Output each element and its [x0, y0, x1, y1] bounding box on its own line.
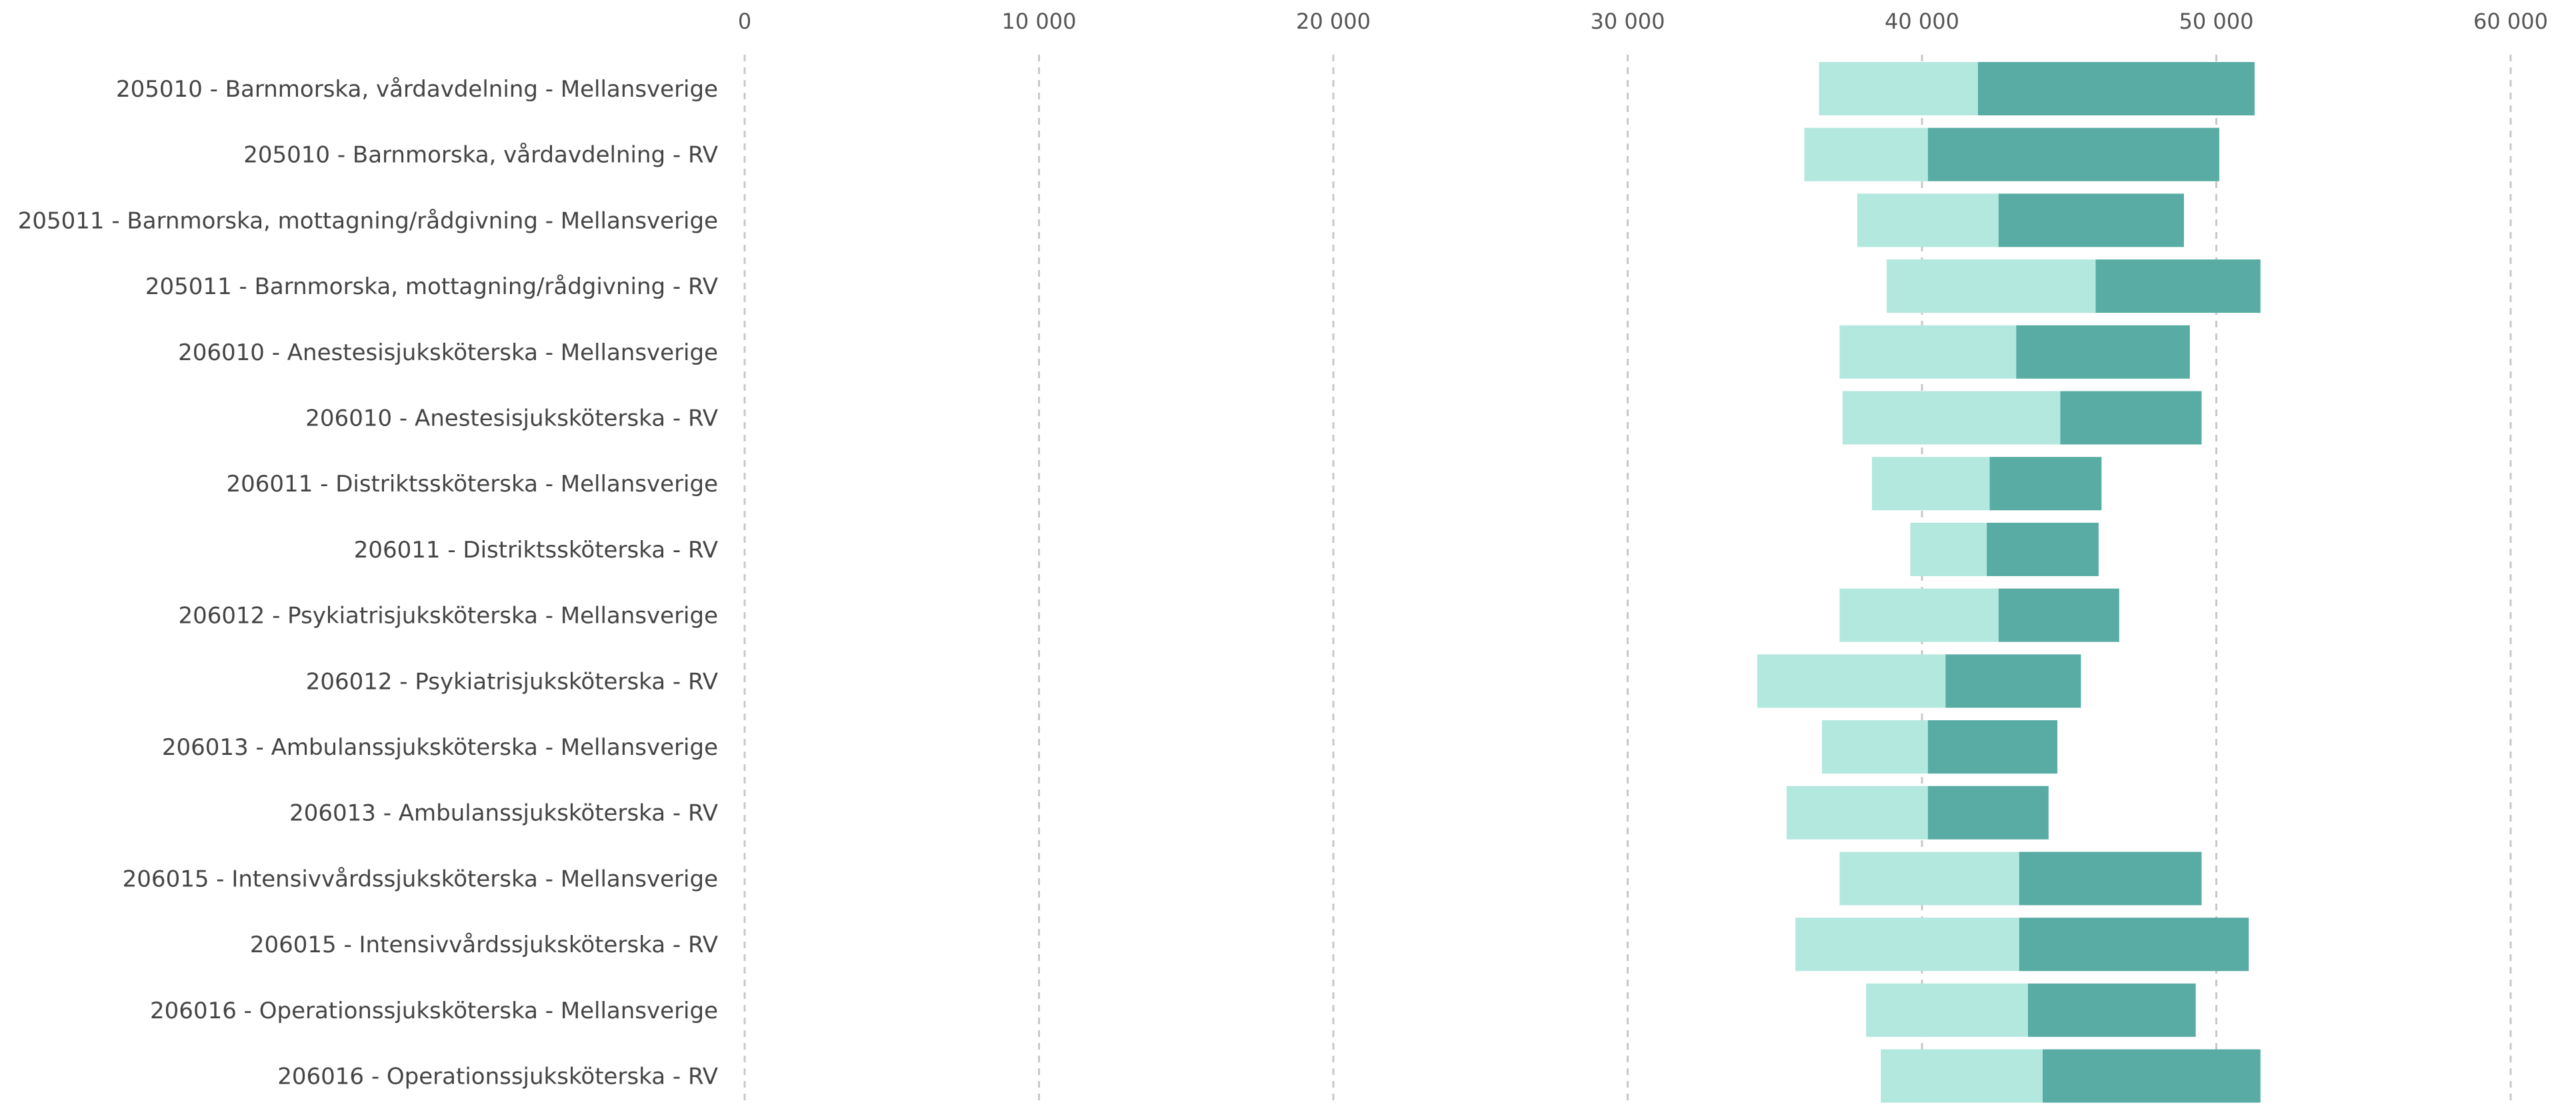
gridlines: [743, 55, 2512, 1100]
bar-upper-segment[interactable]: [1987, 522, 2099, 576]
bar-upper-segment[interactable]: [2095, 259, 2261, 313]
bar-upper-segment[interactable]: [1927, 720, 2058, 774]
bar-upper-segment[interactable]: [2019, 918, 2249, 972]
bar-lower-segment[interactable]: [1881, 1049, 2043, 1103]
bar-lower-segment[interactable]: [1795, 918, 2019, 972]
bar-lower-segment[interactable]: [1757, 654, 1946, 708]
bar-lower-segment[interactable]: [1804, 127, 1928, 181]
bar-upper-segment[interactable]: [1977, 62, 2255, 115]
category-label: 206012 - Psykiatrisjuksköterska - RV: [306, 668, 718, 695]
x-tick-label: 30 000: [1591, 9, 1665, 34]
bar-upper-segment[interactable]: [1989, 457, 2102, 511]
bar-upper-segment[interactable]: [2016, 325, 2190, 379]
x-axis-ticks: 0 10 000 20 000 30 000 40 000 50 000 60 000: [738, 9, 2548, 34]
bar-upper-segment[interactable]: [1998, 193, 2184, 247]
bar-lower-segment[interactable]: [1910, 522, 1987, 576]
x-tick-label: 20 000: [1296, 9, 1371, 34]
bar-lower-segment[interactable]: [1866, 983, 2028, 1037]
x-tick-label: 40 000: [1885, 9, 1959, 34]
x-tick-label: 60 000: [2473, 9, 2548, 34]
category-label: 206012 - Psykiatrisjuksköterska - Mellan…: [179, 603, 719, 630]
bar-lower-segment[interactable]: [1857, 193, 1999, 247]
bar-lower-segment[interactable]: [1871, 457, 1990, 511]
category-label: 206013 - Ambulanssjuksköterska - RV: [289, 800, 718, 827]
category-label: 206011 - Distriktssköterska - Mellansver…: [227, 471, 718, 497]
x-tick-label: 10 000: [1002, 9, 1077, 34]
bar-lower-segment[interactable]: [1842, 391, 2061, 445]
bar-lower-segment[interactable]: [1839, 588, 1999, 642]
bar-upper-segment[interactable]: [2060, 391, 2202, 445]
category-label: 206010 - Anestesisjuksköterska - RV: [305, 405, 718, 432]
x-tick-label: 50 000: [2179, 9, 2254, 34]
category-label: 205010 - Barnmorska, vårdavdelning - RV: [243, 142, 718, 169]
category-label: 206011 - Distriktssköterska - RV: [354, 537, 718, 564]
bar-upper-segment[interactable]: [2027, 983, 2196, 1037]
bars: [1757, 62, 2261, 1103]
bar-upper-segment[interactable]: [1927, 127, 2219, 181]
bar-lower-segment[interactable]: [1839, 852, 2019, 906]
bar-upper-segment[interactable]: [1998, 588, 2119, 642]
category-label: 206016 - Operationssjuksköterska - RV: [277, 1064, 718, 1090]
bar-lower-segment[interactable]: [1839, 325, 2017, 379]
bar-lower-segment[interactable]: [1819, 62, 1978, 115]
bar-lower-segment[interactable]: [1786, 786, 1928, 840]
category-label: 206015 - Intensivvårdssjuksköterska - RV: [250, 932, 718, 958]
category-label: 206015 - Intensivvårdssjuksköterska - Me…: [123, 866, 718, 892]
category-label: 205011 - Barnmorska, mottagning/rådgivni…: [18, 207, 718, 234]
category-label: 205011 - Barnmorska, mottagning/rådgivni…: [145, 273, 718, 300]
bar-upper-segment[interactable]: [1927, 786, 2049, 840]
bar-upper-segment[interactable]: [2019, 852, 2202, 906]
category-label: 206013 - Ambulanssjuksköterska - Mellans…: [162, 734, 718, 761]
bar-lower-segment[interactable]: [1887, 259, 2096, 313]
category-labels: 205010 - Barnmorska, vårdavdelning - Mel…: [18, 76, 718, 1090]
bar-upper-segment[interactable]: [2043, 1049, 2261, 1103]
category-label: 205010 - Barnmorska, vårdavdelning - Mel…: [116, 76, 718, 103]
x-tick-label: 0: [738, 9, 751, 34]
bar-upper-segment[interactable]: [1945, 654, 2081, 708]
category-label: 206016 - Operationssjuksköterska - Mella…: [150, 998, 718, 1024]
bar-lower-segment[interactable]: [1821, 720, 1928, 774]
category-label: 206010 - Anestesisjuksköterska - Mellans…: [178, 339, 718, 366]
